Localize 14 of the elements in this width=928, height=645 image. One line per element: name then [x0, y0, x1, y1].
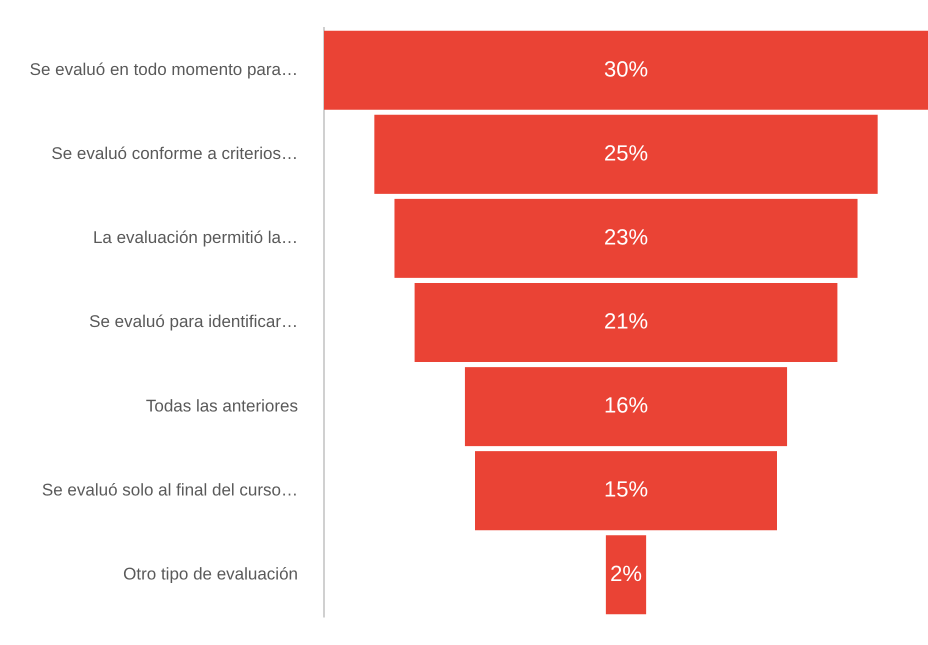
data-label: 2% [610, 560, 642, 586]
category-label: Se evaluó solo al final del curso… [42, 480, 298, 500]
data-label: 23% [604, 224, 648, 250]
data-label: 15% [604, 476, 648, 502]
category-label: Todas las anteriores [146, 396, 298, 416]
category-label: Se evaluó en todo momento para… [30, 60, 298, 79]
category-label: La evaluación permitió la… [92, 228, 298, 248]
category-label: Otro tipo de evaluación [123, 564, 298, 584]
data-label: 30% [604, 56, 648, 82]
data-label: 16% [604, 392, 648, 418]
data-label: 21% [604, 308, 648, 334]
category-label: Se evaluó para identificar… [89, 312, 298, 332]
data-label: 25% [604, 140, 648, 166]
category-label: Se evaluó conforme a criterios… [51, 144, 298, 164]
